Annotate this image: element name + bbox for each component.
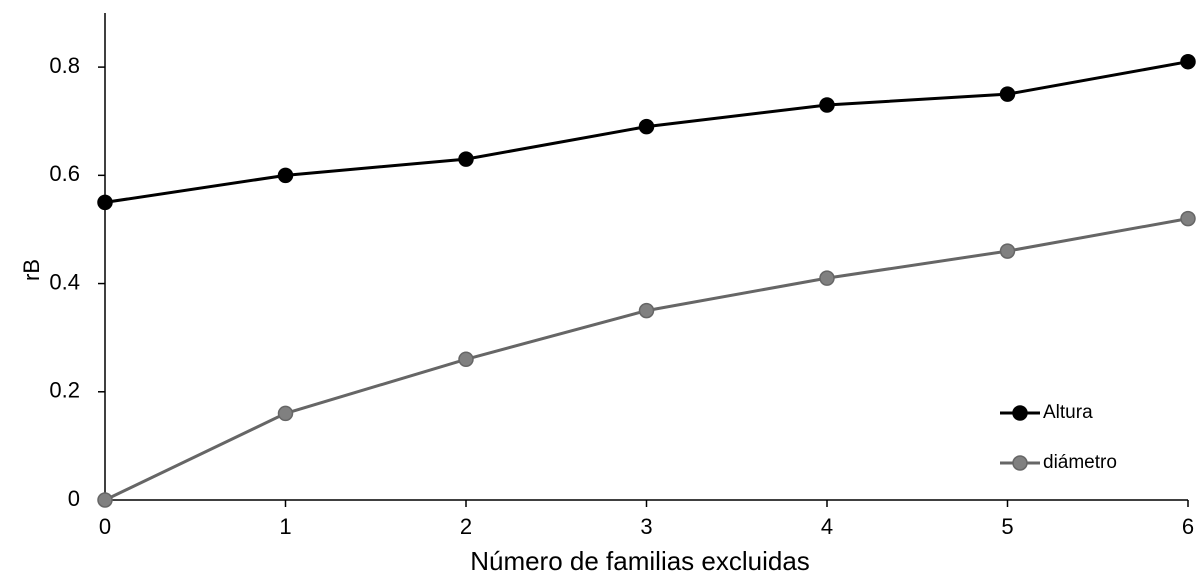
marker	[458, 351, 474, 368]
marker	[458, 151, 474, 167]
y-axis-label: rB	[19, 259, 44, 281]
x-tick-label: 4	[821, 514, 833, 539]
legend-label: Altura	[1043, 402, 1093, 423]
marker	[277, 167, 294, 184]
x-tick-label: 5	[1001, 514, 1013, 539]
y-tick-label: 0.4	[49, 269, 80, 294]
marker	[1180, 53, 1196, 70]
marker	[819, 270, 835, 286]
y-tick-label: 0	[68, 486, 80, 511]
marker	[97, 492, 113, 508]
x-tick-label: 1	[279, 514, 291, 539]
y-tick-label: 0.6	[49, 161, 80, 186]
marker	[1180, 210, 1196, 227]
marker	[638, 302, 655, 319]
marker	[999, 243, 1016, 259]
x-tick-label: 3	[640, 514, 652, 539]
y-tick-label: 0.2	[49, 378, 80, 403]
y-tick-label: 0.8	[49, 53, 80, 78]
x-tick-label: 0	[99, 514, 111, 539]
marker	[999, 86, 1016, 102]
legend-marker	[1012, 455, 1028, 471]
marker	[819, 97, 835, 113]
x-axis-label: Número de familias excluidas	[470, 546, 810, 576]
marker	[277, 405, 294, 422]
x-tick-label: 6	[1182, 514, 1194, 539]
marker	[97, 194, 113, 211]
legend-label: diámetro	[1043, 452, 1117, 473]
marker	[638, 118, 655, 135]
x-tick-label: 2	[460, 514, 472, 539]
legend-marker	[1012, 405, 1028, 421]
